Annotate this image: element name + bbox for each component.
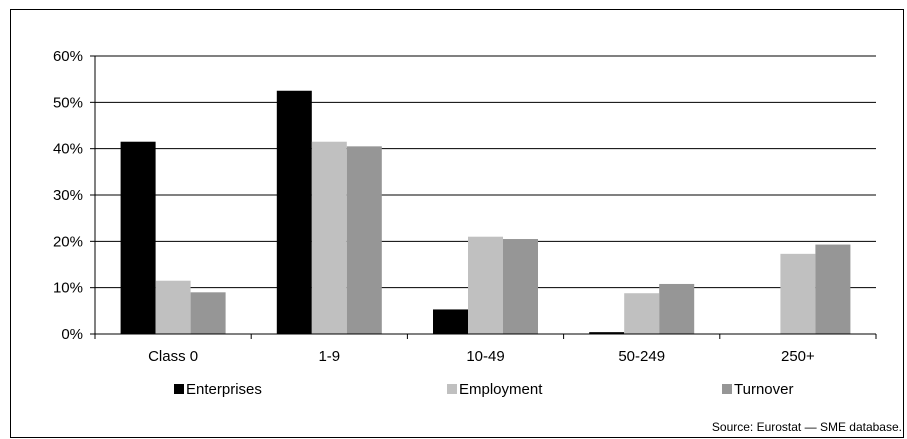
legend-swatch-employment	[447, 384, 457, 394]
bar-enterprises	[433, 309, 468, 334]
bar-turnover	[346, 146, 382, 334]
bar-employment	[468, 236, 503, 334]
source-note: Source: Eurostat — SME database.	[712, 420, 902, 434]
y-tick-label: 40%	[53, 141, 83, 158]
x-tick-label: 50-249	[618, 348, 665, 365]
legend-label-enterprises: Enterprises	[186, 381, 262, 398]
bar-enterprises	[120, 141, 156, 334]
x-tick-label: 10-49	[466, 348, 504, 365]
y-tick-label: 30%	[53, 187, 83, 204]
gridlines	[95, 55, 876, 289]
y-tick-label: 60%	[53, 48, 83, 65]
y-tick-label: 20%	[53, 233, 83, 250]
legend: Enterprises Employment Turnover	[174, 381, 793, 398]
x-tick-label: Class 0	[148, 348, 198, 365]
bar-turnover	[815, 244, 851, 334]
bar-turnover	[190, 292, 226, 334]
y-tick-label: 50%	[53, 94, 83, 111]
chart-frame	[10, 9, 904, 438]
legend-swatch-enterprises	[174, 384, 184, 394]
y-tick-label: 10%	[53, 280, 83, 297]
bar-enterprises	[589, 332, 625, 334]
bar-employment	[780, 253, 816, 334]
bars	[120, 90, 851, 334]
bar-employment	[624, 293, 660, 334]
x-tick-label: 1-9	[318, 348, 340, 365]
bar-turnover	[503, 239, 538, 334]
x-tick-label: 250+	[781, 348, 815, 365]
bar-employment	[311, 141, 347, 334]
bar-turnover	[659, 283, 695, 334]
axes: 0% 10% 20% 30% 40% 50% 60% Class 0 1-9 10-49 50-24…	[53, 48, 877, 365]
legend-label-employment: Employment	[459, 381, 543, 398]
legend-swatch-turnover	[722, 384, 732, 394]
bar-enterprises	[276, 90, 312, 334]
bar-employment	[155, 280, 191, 334]
y-tick-label: 0%	[61, 326, 83, 343]
legend-label-turnover: Turnover	[734, 381, 793, 398]
